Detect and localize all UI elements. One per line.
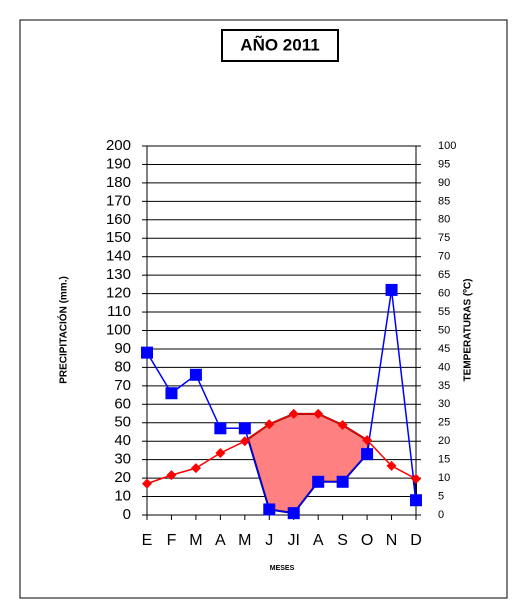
x-tick-label: J <box>265 532 273 549</box>
y2-tick-label: 75 <box>438 232 450 244</box>
y-tick-label: 40 <box>114 432 131 449</box>
y2-tick-label: 95 <box>438 158 450 170</box>
chart-title: AÑO 2011 <box>240 34 319 54</box>
x-tick-label: S <box>337 532 348 549</box>
y-tick-label: 170 <box>106 192 131 209</box>
y2-tick-label: 35 <box>438 380 450 392</box>
x-tick-label: M <box>189 532 202 549</box>
y2-tick-label: 60 <box>438 288 450 300</box>
y-tick-label: 120 <box>106 285 131 302</box>
y2-tick-label: 25 <box>438 417 450 429</box>
precipitation-marker <box>165 387 178 400</box>
y-tick-label: 30 <box>114 451 131 468</box>
x-tick-label: N <box>386 532 398 549</box>
y2-tick-label: 65 <box>438 269 450 281</box>
precipitation-marker <box>238 422 251 435</box>
y2-tick-label: 0 <box>438 509 444 521</box>
y2-tick-label: 5 <box>438 490 444 502</box>
x-tick-label: O <box>361 532 373 549</box>
y2-tick-label: 100 <box>438 140 456 152</box>
precipitation-marker <box>361 448 374 461</box>
temperature-marker <box>411 473 421 484</box>
temperature-marker <box>264 419 275 430</box>
precipitation-marker <box>189 368 202 381</box>
x-tick-label: D <box>410 532 422 549</box>
x-tick-label: JI <box>288 532 300 549</box>
y-tick-label: 140 <box>106 248 131 265</box>
precipitation-marker <box>214 422 227 435</box>
y2-tick-label: 40 <box>438 361 450 373</box>
y-tick-label: 150 <box>106 229 131 246</box>
y-tick-label: 20 <box>114 469 131 486</box>
y-tick-label: 60 <box>114 395 131 412</box>
temperature-marker <box>313 408 324 419</box>
y2-tick-label: 80 <box>438 214 450 226</box>
y2-tick-label: 30 <box>438 398 450 410</box>
temperature-marker <box>386 460 397 471</box>
temperature-marker <box>362 435 373 446</box>
y-tick-label: 10 <box>114 488 131 505</box>
x-tick-label: A <box>313 532 324 549</box>
temperature-marker <box>337 419 348 430</box>
y-tick-label: 130 <box>106 266 131 283</box>
y-tick-label: 110 <box>107 303 131 320</box>
chart-frame <box>19 19 508 599</box>
y-tick-label: 80 <box>114 358 131 375</box>
y2-tick-label: 85 <box>438 195 450 207</box>
temperature-marker <box>239 436 250 447</box>
precipitation-marker <box>312 475 325 488</box>
temperature-marker <box>215 448 226 459</box>
y2-tick-label: 50 <box>438 324 450 336</box>
precipitation-marker <box>410 494 422 507</box>
y2-tick-label: 70 <box>438 251 450 263</box>
precipitation-marker <box>141 346 153 359</box>
title-box <box>221 29 339 62</box>
temperature-marker <box>190 463 201 474</box>
y2-tick-label: 45 <box>438 343 450 355</box>
precipitation-marker <box>336 475 349 488</box>
y-tick-label: 180 <box>106 174 131 191</box>
y-tick-label: 160 <box>106 211 131 228</box>
x-axis-label: MESES <box>270 565 295 572</box>
y-tick-label: 50 <box>114 414 131 431</box>
y2-tick-label: 90 <box>438 177 450 189</box>
y2-axis-label: TEMPERATURAS (ºC) <box>463 279 474 382</box>
y2-tick-label: 55 <box>438 306 450 318</box>
y-tick-label: 70 <box>114 377 131 394</box>
temperature-marker <box>142 478 152 489</box>
y2-tick-label: 20 <box>438 435 450 447</box>
y-tick-label: 90 <box>114 340 131 357</box>
y2-tick-label: 10 <box>438 472 450 484</box>
series-line <box>146 413 417 485</box>
x-tick-label: A <box>215 532 226 549</box>
temperature-marker <box>166 470 177 481</box>
x-tick-label: E <box>142 532 153 549</box>
y-tick-label: 200 <box>106 137 131 154</box>
temperature-marker <box>288 408 299 419</box>
x-tick-label: F <box>167 532 177 549</box>
precipitation-marker <box>385 283 398 296</box>
precipitation-marker <box>263 503 276 516</box>
y-tick-label: 0 <box>123 506 131 523</box>
precipitation-marker <box>287 507 300 520</box>
y-tick-label: 100 <box>106 321 131 338</box>
y2-tick-label: 15 <box>438 454 450 466</box>
y-tick-label: 190 <box>106 155 131 172</box>
x-tick-label: M <box>238 532 251 549</box>
y-axis-label: PRECIPITACIÓN (mm.) <box>57 276 70 384</box>
